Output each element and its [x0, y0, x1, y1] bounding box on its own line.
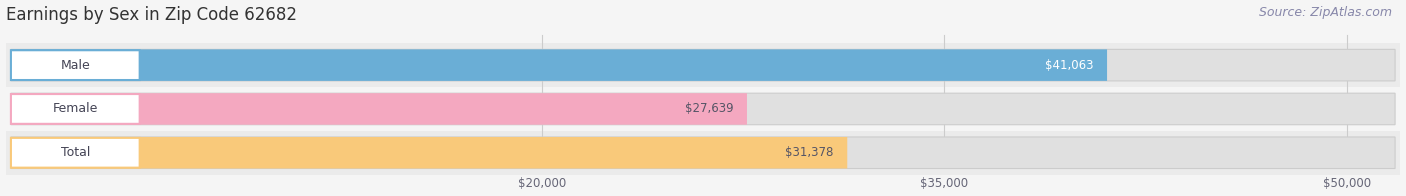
FancyBboxPatch shape [11, 93, 747, 125]
FancyBboxPatch shape [11, 94, 139, 124]
Text: Male: Male [60, 59, 90, 72]
Bar [6, 87, 1400, 131]
FancyBboxPatch shape [11, 137, 848, 169]
Bar [6, 131, 1400, 175]
FancyBboxPatch shape [11, 137, 1395, 169]
FancyBboxPatch shape [11, 93, 1395, 125]
Text: $27,639: $27,639 [685, 103, 734, 115]
Text: Earnings by Sex in Zip Code 62682: Earnings by Sex in Zip Code 62682 [6, 5, 297, 24]
Text: Female: Female [52, 103, 98, 115]
Text: Total: Total [60, 146, 90, 159]
FancyBboxPatch shape [11, 50, 139, 80]
Text: $31,378: $31,378 [786, 146, 834, 159]
Text: $41,063: $41,063 [1045, 59, 1094, 72]
Bar [6, 43, 1400, 87]
FancyBboxPatch shape [11, 49, 1395, 81]
FancyBboxPatch shape [11, 49, 1107, 81]
Text: Source: ZipAtlas.com: Source: ZipAtlas.com [1258, 6, 1392, 19]
FancyBboxPatch shape [11, 138, 139, 168]
